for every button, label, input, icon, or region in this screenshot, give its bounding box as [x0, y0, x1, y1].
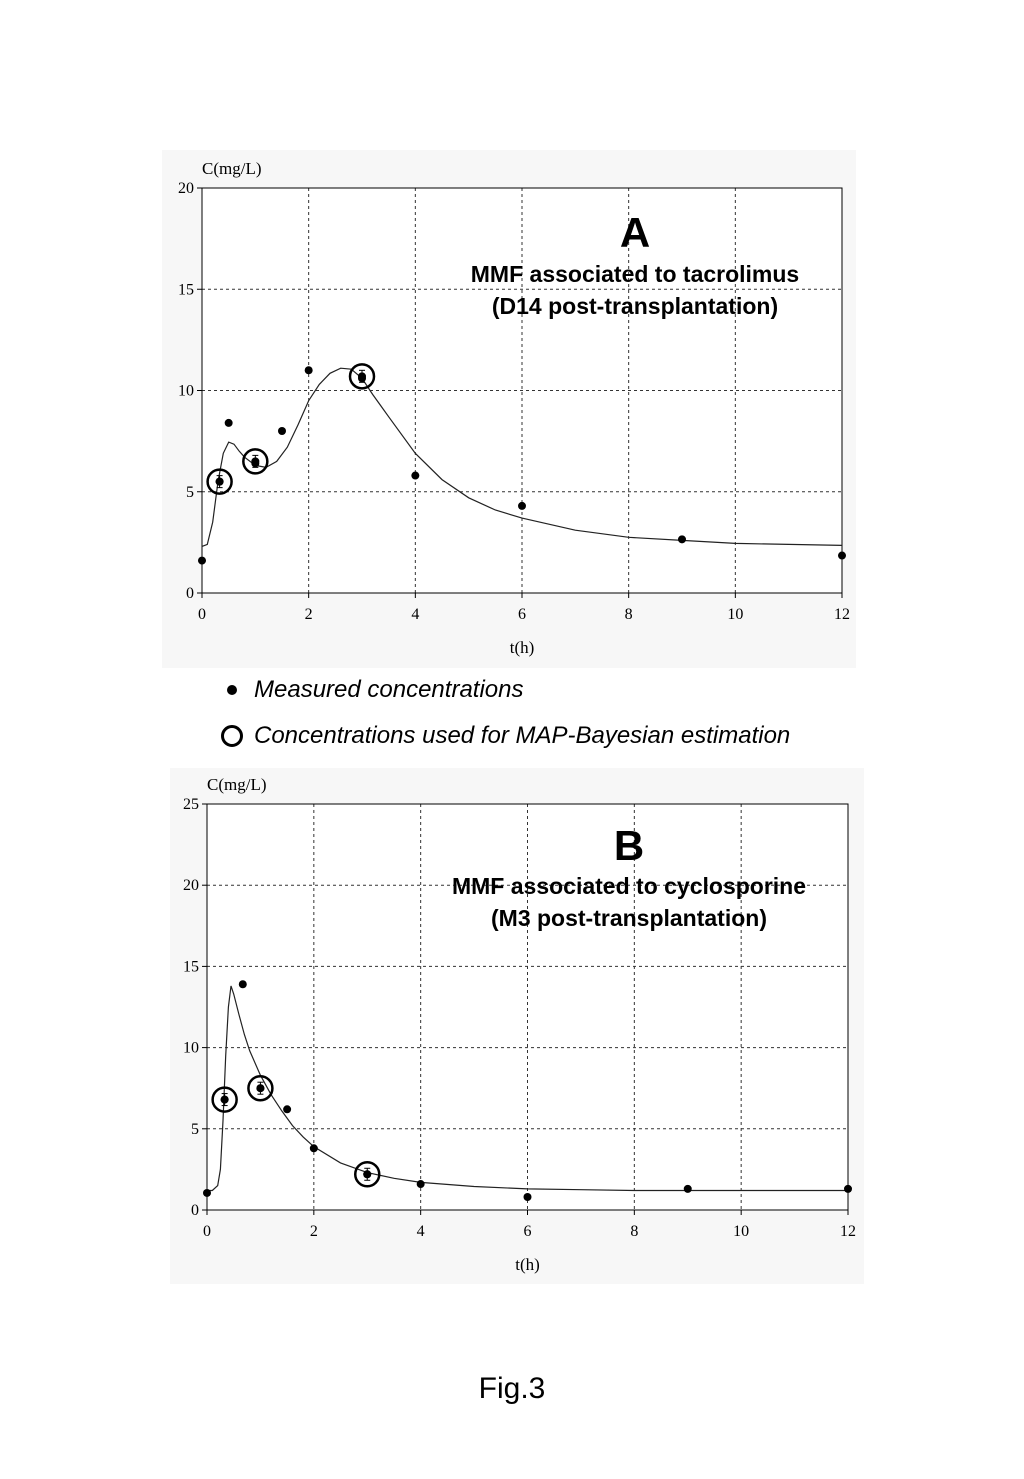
chart-b-y-tick-label: 15 — [183, 958, 199, 975]
chart-b-panel-letter: B — [614, 822, 644, 869]
chart-a-measured-point — [838, 551, 846, 560]
chart-b-measured-point — [683, 1184, 692, 1193]
chart-b-x-tick-label: 2 — [310, 1223, 318, 1240]
chart-a-y-tick-label: 10 — [178, 383, 194, 400]
chart-b-fitted-curve — [207, 985, 848, 1192]
chart-a-measured-point — [411, 471, 420, 480]
chart-a-y-axis-label: C(mg/L) — [202, 159, 262, 178]
chart-b-y-axis-label: C(mg/L) — [207, 775, 267, 794]
chart-a-x-axis-label: t(h) — [510, 638, 535, 657]
chart-a-title-line1: MMF associated to tacrolimus — [471, 261, 799, 287]
chart-b-x-axis-label: t(h) — [515, 1255, 540, 1274]
chart-a-x-tick-label: 2 — [305, 606, 313, 623]
chart-b-map-point — [220, 1095, 229, 1104]
chart-b-x-tick-label: 12 — [840, 1223, 856, 1240]
chart-b-x-tick-label: 8 — [630, 1223, 638, 1240]
chart-a-map-point — [215, 477, 224, 486]
chart-b-measured-point — [416, 1180, 425, 1189]
legend-dot-icon — [210, 685, 254, 695]
chart-b-measured-point — [523, 1193, 532, 1202]
chart-a-title-line2: (D14 post-transplantation) — [492, 293, 778, 319]
chart-a-measured-point — [518, 501, 526, 510]
chart-a-fitted-curve — [201, 367, 843, 547]
chart-b-y-tick-label: 0 — [191, 1202, 199, 1219]
chart-b-map-ring — [211, 1086, 238, 1113]
chart-a-y-tick-label: 20 — [178, 180, 194, 197]
chart-a-map-ring — [348, 363, 376, 390]
chart-b-title-line1: MMF associated to cyclosporine — [452, 873, 806, 899]
chart-a-measured-point — [278, 427, 286, 435]
chart-a-map-point — [358, 372, 366, 381]
chart-panel-b: 0 2 4 6 8 10 12 0 5 10 15 20 25 C(mg/L) t(h) B MMF assoc… — [0, 768, 1024, 1288]
chart-a-measured-point — [198, 556, 206, 565]
chart-b-x-tick-label: 6 — [524, 1223, 532, 1240]
legend-item-measured: Measured concentrations — [210, 670, 790, 710]
legend-measured-label: Measured concentrations — [254, 676, 524, 703]
chart-a-y-tick-label: 0 — [186, 585, 194, 602]
chart-a-x-tick-label: 0 — [198, 606, 206, 623]
chart-b-map-ring — [354, 1161, 381, 1188]
figure-caption: Fig.3 — [478, 1372, 546, 1405]
legend-ring-icon — [210, 725, 254, 747]
chart-a-measured-point — [224, 418, 233, 427]
legend-map-label: Concentrations used for MAP-Bayesian est… — [254, 722, 791, 749]
chart-a-measured-point — [678, 535, 686, 544]
chart-b-map-point — [256, 1084, 265, 1093]
chart-b-x-tick-label: 0 — [203, 1223, 211, 1240]
chart-a-x-tick-label: 12 — [834, 606, 850, 623]
chart-b-measured-point — [203, 1188, 211, 1197]
chart-a-svg: 0 2 4 6 8 10 12 0 5 10 15 20 C(mg/L) t(h) A MMF associa… — [162, 150, 856, 668]
chart-b-title-line2: (M3 post-transplantation) — [491, 905, 767, 931]
chart-a-map-point — [251, 457, 260, 466]
chart-b-measured-point — [844, 1184, 852, 1193]
chart-a-y-tick-label: 15 — [178, 281, 194, 298]
chart-b-svg: 0 2 4 6 8 10 12 0 5 10 15 20 25 C(mg/L) t(h) B MMF assoc… — [170, 768, 864, 1284]
chart-b-measured-point — [309, 1144, 318, 1153]
chart-b-y-tick-label: 20 — [183, 877, 199, 894]
chart-b-y-tick-label: 10 — [183, 1040, 199, 1057]
chart-a-x-tick-label: 6 — [518, 606, 526, 623]
chart-a-panel-letter: A — [620, 209, 650, 256]
chart-b-x-tick-label: 4 — [417, 1223, 425, 1240]
legend: Measured concentrations Concentrations u… — [210, 670, 790, 756]
chart-panel-a: 0 2 4 6 8 10 12 0 5 10 15 20 C(mg/L) t(h) A MMF associa… — [0, 150, 1024, 670]
chart-b-map-point — [363, 1170, 372, 1179]
chart-a-x-tick-label: 8 — [625, 606, 633, 623]
chart-a-map-ring — [242, 448, 269, 475]
chart-a-y-tick-label: 5 — [186, 484, 194, 501]
chart-a-map-ring — [206, 468, 233, 495]
legend-item-map: Concentrations used for MAP-Bayesian est… — [210, 716, 790, 756]
chart-b-y-tick-label: 5 — [191, 1121, 199, 1138]
chart-b-y-tick-label: 25 — [183, 796, 199, 813]
chart-a-x-tick-label: 4 — [411, 606, 419, 623]
chart-a-x-tick-label: 10 — [727, 606, 743, 623]
chart-b-measured-point — [283, 1105, 292, 1114]
chart-b-x-tick-label: 10 — [733, 1223, 749, 1240]
chart-b-measured-point — [238, 980, 247, 989]
chart-a-measured-point — [304, 366, 313, 375]
chart-b-map-ring — [247, 1074, 274, 1102]
